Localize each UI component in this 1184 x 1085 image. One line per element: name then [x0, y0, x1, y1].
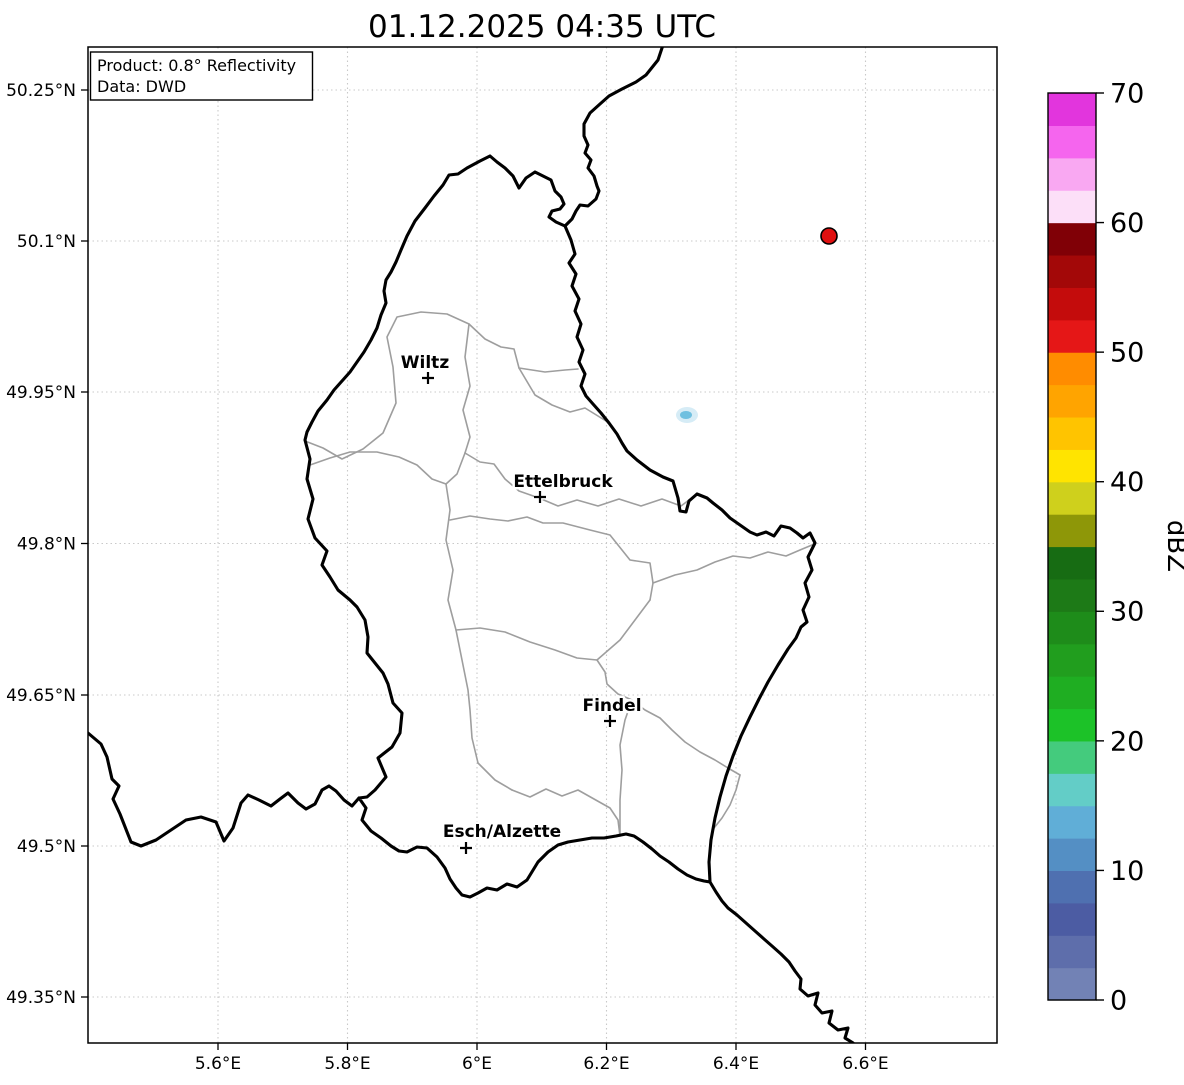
colorbar-swatch — [1048, 222, 1096, 256]
colorbar-tick-label: 50 — [1110, 338, 1144, 369]
colorbar-swatch — [1048, 935, 1096, 969]
colorbar-tick-label: 30 — [1110, 597, 1144, 628]
colorbar-tick-label: 20 — [1110, 726, 1144, 757]
colorbar-tick-label: 70 — [1110, 78, 1144, 109]
district-border — [464, 452, 698, 507]
colorbar-unit-label: dBZ — [1161, 520, 1184, 572]
colorbar-swatch — [1048, 254, 1096, 288]
district-border — [619, 699, 633, 837]
city-label-ettelbruck: Ettelbruck — [513, 472, 613, 492]
district-border — [449, 515, 654, 601]
colorbar-tick-label: 10 — [1110, 856, 1144, 887]
city-label-esch-alzette: Esch/Alzette — [443, 822, 561, 842]
x-tick-label: 6.4°E — [713, 1054, 759, 1074]
colorbar-swatch — [1048, 157, 1096, 191]
radar-echo — [676, 407, 698, 423]
colorbar-swatch — [1048, 319, 1096, 353]
x-tick-label: 6°E — [462, 1054, 492, 1074]
radar-echo-cell — [680, 411, 692, 419]
colorbar-tick-label: 40 — [1110, 467, 1144, 498]
country-border-luxembourg — [303, 154, 817, 899]
colorbar-swatch — [1048, 93, 1096, 126]
x-tick-label: 5.6°E — [195, 1054, 241, 1074]
city-markers — [422, 372, 616, 854]
district-border — [511, 788, 621, 837]
district-borders — [304, 311, 813, 837]
district-border — [713, 774, 741, 829]
district-border — [596, 659, 741, 776]
city-labels: Wiltz Ettelbruck Findel Esch/Alzette — [398, 351, 644, 845]
colorbar-swatch — [1048, 708, 1096, 742]
x-tick-label: 6.6°E — [842, 1054, 888, 1074]
colorbar-ticks: 0 10 20 30 40 50 60 70 — [1096, 78, 1144, 1016]
country-borders — [88, 47, 855, 1043]
y-tick-label: 50.25°N — [6, 81, 76, 101]
x-tick-label: 6.2°E — [583, 1054, 629, 1074]
y-tick-label: 49.35°N — [6, 988, 76, 1008]
y-tick-label: 49.8°N — [17, 534, 76, 554]
district-border — [518, 367, 607, 422]
y-axis-labels: 50.25°N 50.1°N 49.95°N 49.8°N 49.65°N 49… — [6, 81, 76, 1008]
country-border-be-de — [563, 47, 664, 228]
info-box: Product: 0.8° Reflectivity Data: DWD — [89, 51, 314, 101]
colorbar-frame — [1047, 92, 1097, 1001]
colorbar-swatch — [1048, 352, 1096, 386]
district-border — [309, 451, 466, 485]
x-tick-label: 5.8°E — [324, 1054, 370, 1074]
district-border — [445, 483, 513, 791]
y-tick-label: 50.1°N — [17, 232, 76, 252]
colorbar-swatch — [1048, 870, 1096, 904]
y-tick-label: 49.65°N — [6, 686, 76, 706]
city-label-wiltz: Wiltz — [401, 353, 450, 373]
city-label-findel: Findel — [582, 696, 641, 716]
district-border — [652, 544, 813, 584]
colorbar-tick-label: 0 — [1110, 985, 1127, 1016]
colorbar-swatch — [1048, 967, 1096, 1001]
plot-title: 01.12.2025 04:35 UTC — [368, 9, 716, 45]
colorbar-swatch — [1048, 676, 1096, 710]
info-box-frame — [89, 51, 314, 101]
colorbar-swatch — [1048, 384, 1096, 418]
axis-ticks — [81, 89, 867, 1050]
district-border — [462, 323, 471, 454]
country-border-fr-de — [708, 880, 855, 1043]
city-marker — [604, 715, 616, 727]
city-marker — [460, 842, 472, 854]
info-box-source: Data: DWD — [97, 77, 186, 96]
map-area: Wiltz Ettelbruck Findel Esch/Alzette — [88, 47, 855, 1043]
radar-site-marker — [820, 227, 838, 245]
colorbar-swatch — [1048, 449, 1096, 483]
colorbar-swatch — [1048, 546, 1096, 580]
colorbar-swatch — [1048, 481, 1096, 515]
y-tick-label: 49.5°N — [17, 837, 76, 857]
district-border — [455, 599, 651, 661]
colorbar-swatch — [1048, 805, 1096, 839]
colorbar-swatch — [1048, 514, 1096, 548]
plot-frame — [87, 46, 998, 1044]
colorbar-swatch — [1048, 773, 1096, 807]
colorbar-swatch — [1048, 611, 1096, 645]
colorbar-swatch — [1048, 643, 1096, 677]
colorbar-swatch — [1048, 740, 1096, 774]
colorbar-swatch — [1048, 125, 1096, 159]
colorbar-swatch — [1048, 902, 1096, 936]
country-border-fr-be — [88, 731, 361, 848]
colorbar — [1048, 93, 1096, 1001]
city-marker — [422, 372, 434, 384]
colorbar-swatch — [1048, 190, 1096, 224]
city-marker — [534, 491, 546, 503]
info-box-product: Product: 0.8° Reflectivity — [97, 56, 296, 75]
y-tick-label: 49.95°N — [6, 383, 76, 403]
colorbar-swatch — [1048, 287, 1096, 321]
colorbar-swatch — [1048, 416, 1096, 450]
grid — [88, 47, 997, 1043]
colorbar-swatch — [1048, 578, 1096, 612]
colorbar-tick-label: 60 — [1110, 208, 1144, 239]
colorbar-swatch — [1048, 838, 1096, 872]
x-axis-labels: 5.6°E 5.8°E 6°E 6.2°E 6.4°E 6.6°E — [195, 1054, 889, 1074]
